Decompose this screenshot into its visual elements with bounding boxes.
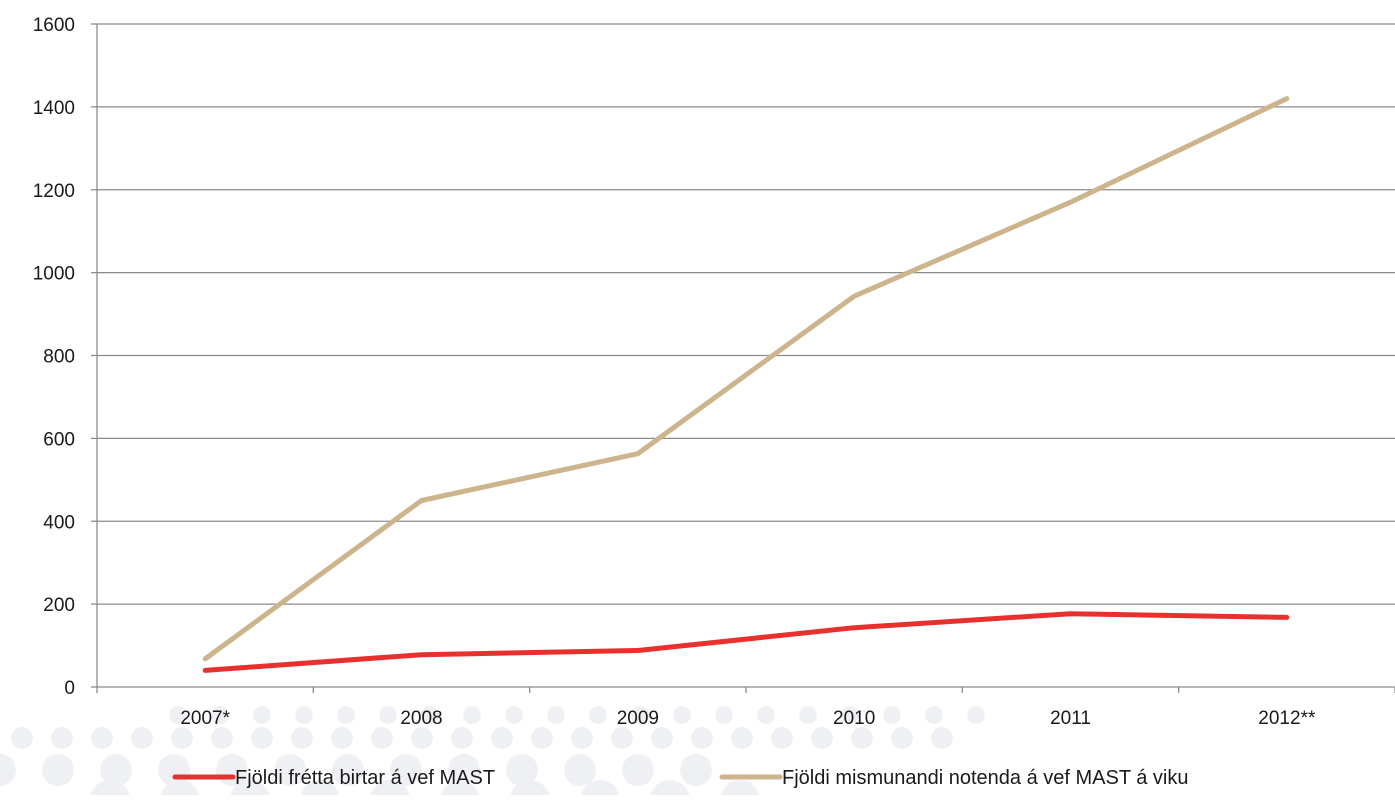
x-tick-label: 2012**	[1258, 708, 1316, 729]
background-dot	[564, 754, 596, 786]
background-dot	[379, 706, 397, 724]
background-dot	[720, 780, 760, 800]
background-dot	[673, 706, 691, 724]
background-dot	[611, 727, 633, 749]
legend: Fjöldi frétta birtar á vef MAST Fjöldi mi…	[172, 767, 1189, 789]
background-dot	[274, 754, 306, 786]
background-dot	[883, 706, 901, 724]
y-tick-label: 1000	[33, 264, 75, 285]
x-tick-label: 2011	[1050, 708, 1091, 729]
background-dot	[51, 727, 73, 749]
background-dot	[295, 706, 313, 724]
background-dot	[506, 754, 538, 786]
background-dot	[371, 727, 393, 749]
background-dot	[967, 706, 985, 724]
y-tick-label: 0	[64, 678, 75, 699]
background-dot	[589, 706, 607, 724]
background-dot	[931, 727, 953, 749]
y-tick-label: 1600	[33, 15, 75, 36]
background-dot	[337, 706, 355, 724]
background-dot	[411, 727, 433, 749]
x-tick-label: 2008	[400, 708, 442, 729]
background-dot	[631, 706, 649, 724]
series-line	[202, 611, 1290, 673]
y-tick-label: 1400	[33, 98, 75, 119]
background-dot	[91, 727, 113, 749]
background-dot	[891, 727, 913, 749]
legend-label: Fjöldi frétta birtar á vef MAST	[235, 767, 495, 789]
y-tick-label: 200	[43, 595, 75, 616]
y-tick-label: 400	[43, 512, 75, 533]
y-tick-label: 600	[43, 429, 75, 450]
background-dot	[390, 754, 422, 786]
background-dot	[691, 727, 713, 749]
background-dot	[571, 727, 593, 749]
background-dot	[253, 706, 271, 724]
background-dot	[650, 780, 690, 800]
gridlines	[97, 23, 1395, 605]
background-dot	[547, 706, 565, 724]
background-dot	[448, 754, 480, 786]
y-axis-ticks: 0 200 400 600 800 1000 1200 1400 1600	[33, 15, 97, 699]
background-dot	[925, 706, 943, 724]
x-tick-label: 2010	[833, 708, 875, 729]
background-dot	[531, 727, 553, 749]
background-dot	[680, 754, 712, 786]
background-dot	[211, 727, 233, 749]
background-dot	[851, 727, 873, 749]
background-dot	[291, 727, 313, 749]
series-lines	[202, 96, 1290, 673]
x-tick-label: 2009	[617, 708, 659, 729]
y-tick-label: 800	[43, 347, 75, 368]
background-dot	[841, 706, 859, 724]
y-tick-label: 1200	[33, 181, 75, 202]
background-dot	[100, 754, 132, 786]
background-dot	[491, 727, 513, 749]
background-dot	[651, 727, 673, 749]
background-dot	[451, 727, 473, 749]
x-tick-label: 2007*	[180, 708, 230, 729]
background-dot	[731, 727, 753, 749]
background-dot	[421, 706, 439, 724]
background-dot	[757, 706, 775, 724]
background-dot	[251, 727, 273, 749]
background-dot	[463, 706, 481, 724]
background-dot	[211, 706, 229, 724]
background-dot	[171, 727, 193, 749]
background-dot	[131, 727, 153, 749]
background-dot	[169, 706, 187, 724]
legend-label: Fjöldi mismunandi notenda á vef MAST á v…	[782, 767, 1189, 789]
background-dot	[0, 754, 16, 786]
x-axis-ticks: 2007* 2008 2009 2010 2011 2012**	[96, 687, 1395, 729]
series-line	[202, 96, 1290, 662]
background-dot	[799, 706, 817, 724]
background-dot	[505, 706, 523, 724]
background-dot	[332, 754, 364, 786]
background-dot	[811, 727, 833, 749]
background-dot	[11, 727, 33, 749]
background-dot	[42, 754, 74, 786]
background-dot	[622, 754, 654, 786]
background-dot	[331, 727, 353, 749]
background-dot	[715, 706, 733, 724]
background-dot	[771, 727, 793, 749]
